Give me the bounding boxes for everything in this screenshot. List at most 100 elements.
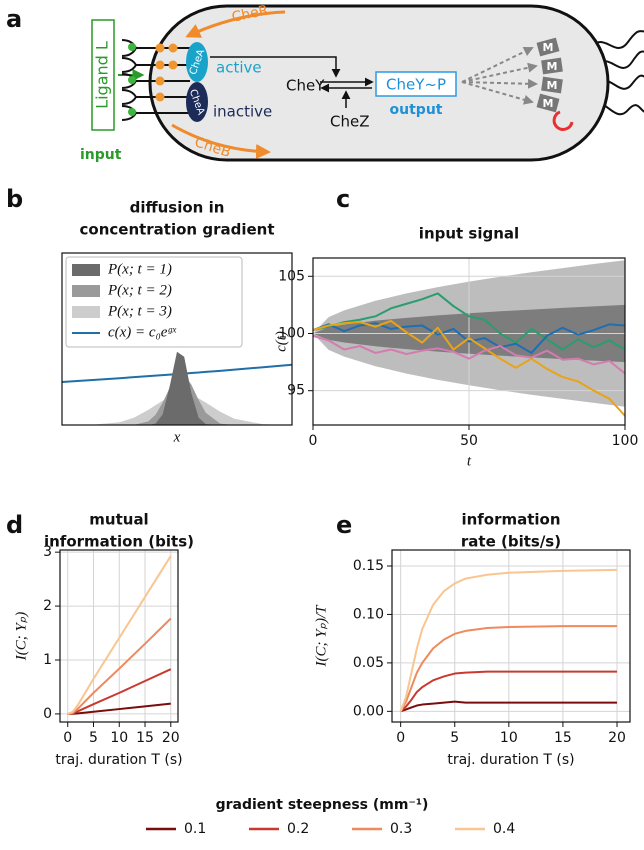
x-axis-label: traj. duration T (s) [55, 752, 182, 768]
x-tick-label: 0 [309, 433, 318, 449]
cher-arrow [185, 10, 286, 38]
chart-title: mutual [89, 511, 148, 529]
y-tick-label: 95 [287, 383, 305, 399]
panel-letter: b [6, 185, 23, 213]
y-tick-label: 3 [43, 544, 52, 560]
chart-title: information [461, 511, 560, 529]
panel-letter: a [6, 5, 22, 33]
area [62, 351, 292, 425]
methyl-groups [155, 43, 178, 102]
rotation-arrow [552, 110, 574, 131]
input-label: input [80, 147, 122, 163]
motor-label: M [547, 79, 558, 92]
line [399, 568, 618, 712]
panel: e information rate (bits/s) 0.00 0.05 0.10 0.1… [313, 511, 631, 768]
line [67, 555, 172, 715]
ligands [128, 43, 136, 116]
active-label: active [216, 59, 262, 77]
signal-arrows [461, 46, 538, 105]
line [399, 625, 618, 712]
chez-label: CheZ [330, 113, 370, 131]
legend-swatch [72, 264, 100, 276]
cher-label: CheR [230, 2, 270, 25]
line [313, 322, 625, 354]
plot-area [62, 351, 292, 425]
y-axis-label: c(t) [273, 331, 289, 352]
x-axis-label: x [173, 429, 181, 445]
y-axis-label: I(C; Yₚ) [13, 612, 29, 662]
legend-label: P(x; t = 2) [107, 282, 172, 298]
plot-area [313, 258, 625, 425]
line [313, 334, 625, 375]
motor-label: M [543, 41, 554, 54]
output-label: output [390, 102, 443, 118]
x-tick-label: 0 [396, 730, 405, 746]
x-axis-label: traj. duration T (s) [447, 752, 574, 768]
plot-frame [61, 252, 293, 426]
x-axis-label: t [467, 453, 472, 469]
x-tick-label: 50 [460, 433, 478, 449]
motor-label: M [547, 60, 558, 73]
legend-label: 0.3 [390, 821, 412, 837]
line [400, 700, 618, 713]
inactive-label: inactive [213, 103, 272, 121]
plot-area [392, 550, 630, 722]
x-tick-label: 15 [136, 730, 154, 746]
x-tick-label: 20 [162, 730, 180, 746]
line [313, 319, 625, 417]
cheyp-label: CheY~P [386, 76, 446, 94]
arrow [210, 56, 341, 78]
panel: c input signal 95 100 105 0 50 100 t c(t) [273, 185, 638, 469]
legend-title: gradient steepness (mm⁻¹) [216, 797, 429, 813]
chart-title: rate (bits/s) [461, 533, 561, 551]
x-tick-label: 10 [110, 730, 128, 746]
cheb-arrow [171, 123, 271, 160]
legend-label: 0.1 [184, 821, 206, 837]
panel-letter: d [6, 511, 23, 539]
line [313, 292, 625, 351]
legend-label: P(x; t = 1) [107, 261, 172, 277]
motor-label: M [543, 97, 554, 110]
x-tick-label: 5 [89, 730, 98, 746]
y-axis-label: I(C; Yₚ)/T [313, 604, 329, 668]
x-tick-label: 5 [450, 730, 459, 746]
plot-frame [59, 549, 179, 723]
y-tick-label: 0.10 [353, 606, 384, 622]
ligand-label: Ligand L [93, 41, 112, 109]
legend-box [65, 256, 243, 348]
chart-title: input signal [419, 225, 519, 243]
plot-frame [391, 549, 631, 723]
y-tick-label: 100 [278, 325, 305, 341]
legend-label: 0.2 [287, 821, 309, 837]
plot-area [60, 550, 178, 722]
y-tick-label: 105 [278, 268, 305, 284]
panel: d mutual information (bits) 0 1 2 3 0 5 10 15 20 tra… [6, 511, 515, 838]
x-tick-label: 10 [500, 730, 518, 746]
y-tick-label: 2 [43, 598, 52, 614]
plot-frame [312, 257, 626, 426]
chart-title: concentration gradient [80, 221, 275, 239]
legend-label: 0.4 [493, 821, 515, 837]
chey-label: CheY [286, 77, 325, 95]
legend-swatch [72, 306, 100, 318]
y-tick-label: 0.00 [353, 703, 384, 719]
legend-label: P(x; t = 3) [107, 303, 172, 319]
cell-diagram: a Ligand L input CheA CheA active inacti… [6, 2, 644, 163]
chart-title: diffusion in [130, 199, 225, 217]
x-tick-label: 20 [608, 730, 626, 746]
y-tick-label: 0 [43, 706, 52, 722]
x-tick-label: 100 [612, 433, 639, 449]
legend-swatch [72, 285, 100, 297]
panel-letter: e [336, 511, 352, 539]
flagellum [589, 30, 644, 49]
legend-label: c(x) = c₀eᵍˣ [108, 324, 177, 340]
panel: b diffusion in concentration gradient x P(x;… [6, 185, 293, 445]
motors: M M M M [536, 37, 563, 113]
chart-title: information (bits) [44, 533, 194, 551]
y-tick-label: 0.15 [353, 558, 384, 574]
ligand-box [91, 19, 115, 131]
line [399, 670, 618, 713]
y-tick-label: 1 [43, 652, 52, 668]
y-tick-label: 0.05 [353, 655, 384, 671]
